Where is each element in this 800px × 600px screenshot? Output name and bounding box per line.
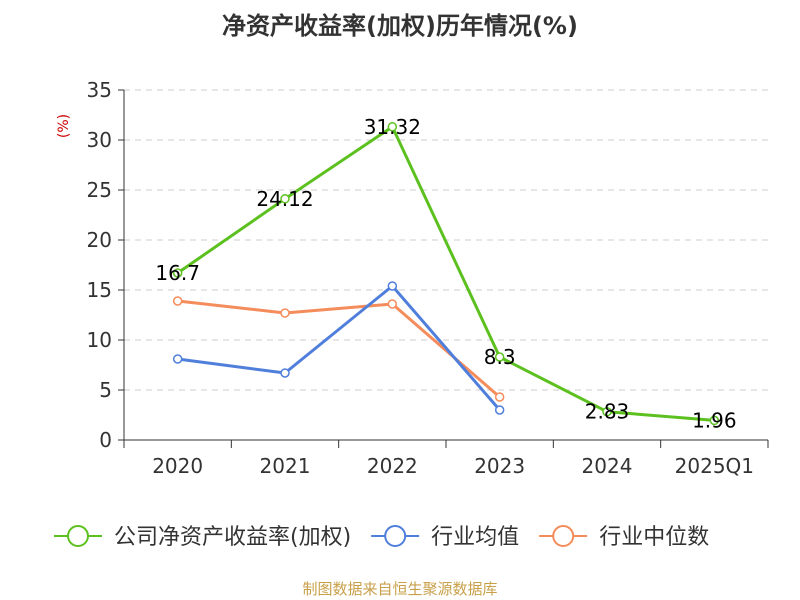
data-point (280, 368, 290, 378)
y-tick-label: 10 (87, 328, 112, 352)
axes: 0 5 10 15 20 25 30 35 2020 2021 2022 2023 2024 2025Q1 (87, 78, 769, 478)
y-tick-label: 20 (87, 228, 112, 252)
x-tick-label: 2023 (474, 454, 525, 478)
y-unit-label: (%) (56, 114, 72, 138)
series-line (177, 299, 501, 399)
legend: 公司净资产收益率(加权) 行业均值 行业中位数 (54, 525, 709, 550)
x-tick-label: 2024 (582, 454, 633, 478)
y-tick-label: 35 (87, 78, 112, 102)
legend-marker (552, 525, 575, 547)
x-tick-label: 2020 (152, 454, 203, 478)
data-point (172, 296, 183, 306)
data-labels: 16.7 24.12 31.32 8.3 2.83 1.96 (155, 115, 736, 433)
y-tick-label: 5 (99, 378, 112, 402)
legend-marker (384, 525, 407, 547)
y-tick-label: 15 (87, 278, 112, 302)
data-point (494, 392, 505, 402)
data-point (172, 354, 183, 364)
legend-item[interactable]: 公司净资产收益率(加权) (54, 525, 351, 550)
source-note: 制图数据来自恒生聚源数据库 (302, 580, 497, 598)
legend-item[interactable]: 行业均值 (371, 525, 519, 550)
data-point (280, 194, 290, 204)
y-tick-label: 30 (87, 128, 112, 152)
series-line (177, 284, 501, 411)
y-tick-label: 0 (99, 428, 112, 452)
data-label: 1.96 (692, 408, 737, 432)
series-lines (172, 122, 720, 426)
data-point (387, 299, 398, 309)
legend-label: 公司净资产收益率(加权) (114, 525, 351, 550)
data-label: 24.12 (256, 187, 313, 211)
chart-title: 净资产收益率(加权)历年情况(%) (222, 12, 578, 40)
data-point (387, 281, 398, 291)
data-label: 2.83 (585, 400, 630, 424)
data-point (494, 405, 505, 415)
y-tick-label: 25 (87, 178, 112, 202)
series-line (176, 125, 715, 422)
x-tick-label: 2022 (367, 454, 418, 478)
data-label: 31.32 (364, 115, 421, 139)
data-point (172, 268, 183, 278)
legend-label: 行业中位数 (599, 525, 709, 550)
data-point (387, 122, 398, 132)
legend-label: 行业均值 (431, 525, 519, 550)
data-label: 8.3 (484, 345, 516, 369)
data-point (709, 415, 720, 426)
data-point (280, 308, 290, 318)
x-tick-label: 2025Q1 (675, 454, 754, 478)
x-tick-label: 2021 (260, 454, 311, 478)
data-point (602, 406, 612, 417)
data-label: 16.7 (155, 261, 200, 285)
legend-item[interactable]: 行业中位数 (539, 525, 709, 550)
legend-marker (67, 525, 89, 547)
data-point (494, 352, 505, 362)
